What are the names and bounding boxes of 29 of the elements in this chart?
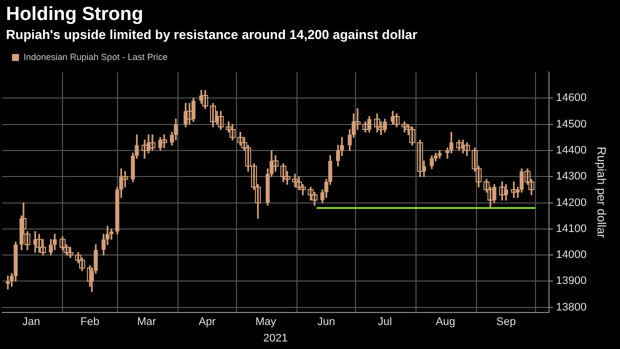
chart-title: Holding Strong — [6, 4, 144, 26]
y-tick-label: 14600 — [556, 92, 587, 104]
x-tick-label: Aug — [436, 316, 456, 328]
x-tick-label: Sep — [496, 316, 516, 328]
x-tick-label: Feb — [80, 316, 100, 328]
x-tick-label: Jan — [22, 316, 40, 328]
x-tick-label: Jun — [317, 316, 336, 328]
x-tick-label: Mar — [137, 316, 156, 328]
x-tick-label: Apr — [198, 316, 216, 328]
y-tick-label: 14000 — [556, 249, 587, 262]
y-tick-label: 14400 — [556, 144, 587, 156]
x-tick-label: Jul — [378, 316, 392, 328]
y-tick-label: 13900 — [556, 275, 587, 288]
candlestick — [149, 134, 156, 151]
y-tick-label: 14500 — [556, 118, 587, 130]
y-tick-label: 14100 — [556, 222, 587, 235]
legend-label: Indonesian Rupiah Spot - Last Price — [24, 52, 168, 62]
y-tick-label: 14200 — [556, 196, 587, 209]
candlestick — [210, 103, 216, 128]
y-tick-label: 14300 — [556, 170, 587, 183]
candlestick — [230, 124, 236, 140]
x-axis-title: 2021 — [263, 332, 288, 344]
y-tick-label: 13800 — [556, 301, 587, 314]
x-tick-label: May — [255, 316, 277, 328]
candlestick — [292, 174, 298, 188]
candlestick — [401, 121, 408, 132]
candlestick — [464, 142, 470, 156]
y-axis-title: Rupiah per dollar — [594, 146, 608, 238]
chart-subtitle: Rupiah's upside limited by resistance around 14,200 against dollar — [6, 26, 418, 43]
